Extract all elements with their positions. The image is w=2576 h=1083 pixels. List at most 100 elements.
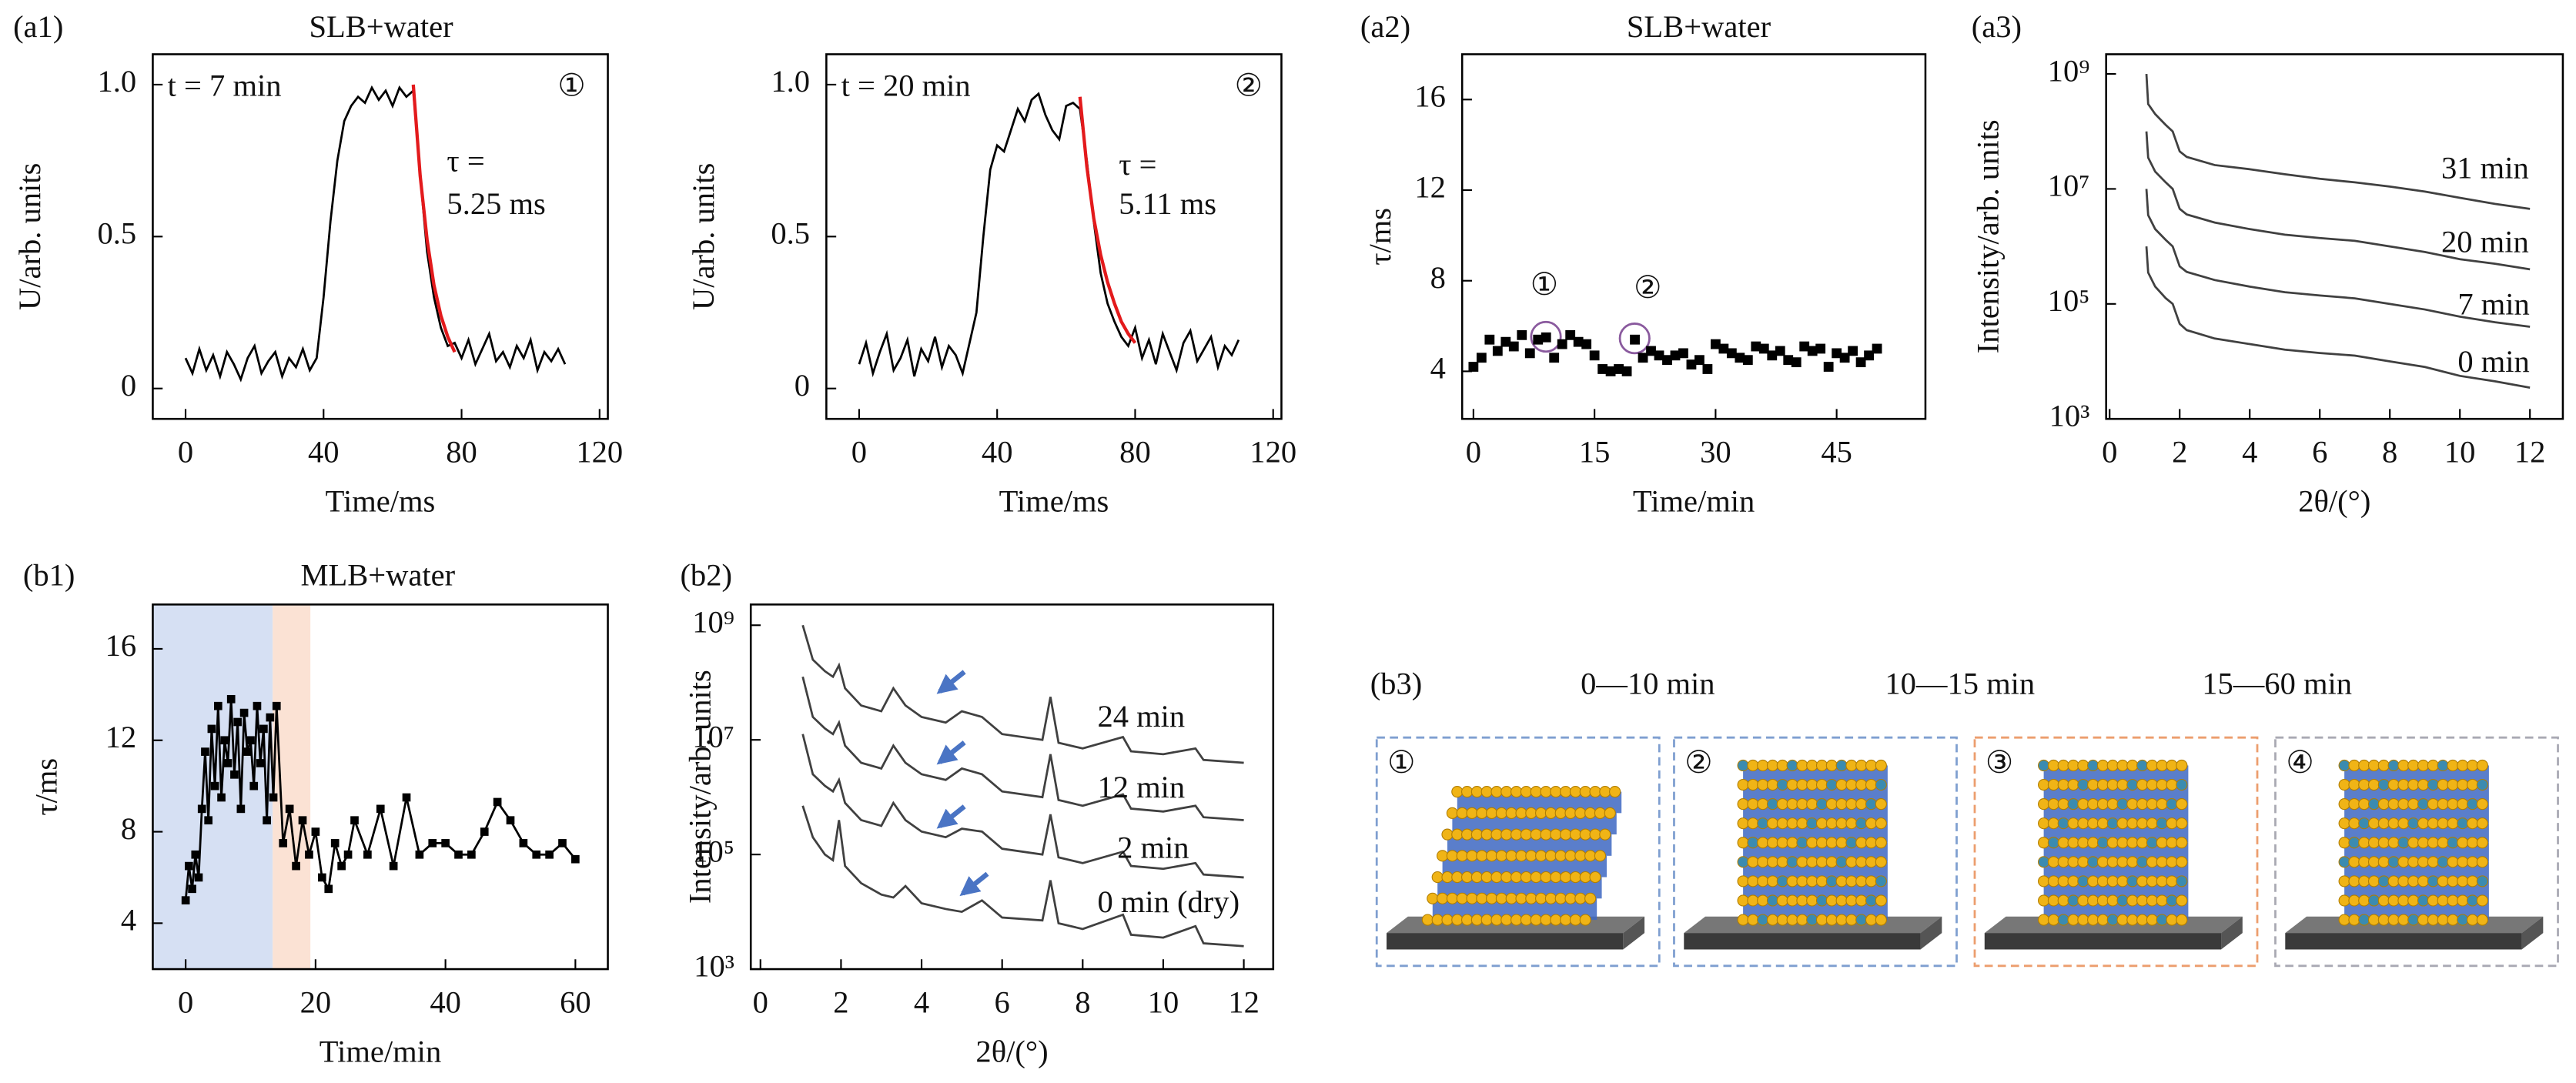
- headgroup: [2417, 778, 2430, 791]
- headgroup: [2126, 875, 2139, 887]
- point: [1508, 341, 1519, 352]
- highlight-circle: [1618, 323, 1651, 355]
- headgroup: [2166, 817, 2178, 830]
- headgroup: [2156, 894, 2168, 907]
- annotation: 5.11 ms: [1119, 186, 1216, 221]
- headgroup: [2407, 778, 2420, 791]
- headgroup: [1431, 914, 1444, 926]
- headgroup: [2067, 875, 2079, 887]
- x-tick-label: 12: [2514, 434, 2546, 469]
- headgroup: [2427, 856, 2439, 868]
- x-tick-label: 4: [914, 984, 929, 1019]
- headgroup: [2427, 837, 2439, 849]
- headgroup: [2047, 778, 2059, 791]
- headgroup: [2338, 894, 2350, 907]
- headgroup: [2367, 798, 2380, 811]
- headgroup: [2096, 894, 2109, 907]
- headgroup: [2466, 875, 2479, 887]
- headgroup: [2377, 759, 2390, 772]
- headgroup: [2057, 914, 2069, 926]
- headgroup: [1806, 875, 1818, 887]
- headgroup: [2166, 875, 2178, 887]
- headgroup: [1786, 894, 1798, 907]
- headgroup: [1550, 828, 1562, 841]
- headgroup: [2447, 778, 2459, 791]
- headgroup: [1815, 914, 1828, 926]
- substrate-side: [1984, 933, 2222, 950]
- x-tick-label: 8: [1075, 984, 1090, 1019]
- headgroup: [1806, 778, 1818, 791]
- headgroup: [1865, 914, 1878, 926]
- headgroup: [1569, 871, 1582, 884]
- headgroup: [2417, 817, 2430, 830]
- headgroup: [2176, 759, 2188, 772]
- headgroup: [1815, 798, 1828, 811]
- stage: ①: [1375, 736, 1661, 968]
- point: [1775, 346, 1785, 356]
- arrow: [936, 670, 966, 694]
- point: [1581, 339, 1592, 349]
- headgroup: [2427, 894, 2439, 907]
- point: [1605, 366, 1616, 376]
- marker: [239, 708, 249, 717]
- marker: [259, 724, 268, 734]
- headgroup: [1796, 875, 1808, 887]
- point: [1726, 348, 1737, 359]
- headgroup: [2106, 894, 2119, 907]
- marker: [337, 861, 346, 871]
- headgroup: [1825, 914, 1838, 926]
- x-tick-label: 40: [982, 434, 1013, 469]
- headgroup: [2047, 817, 2059, 830]
- headgroup: [2067, 837, 2079, 849]
- headgroup: [1540, 914, 1552, 926]
- headgroup: [1796, 837, 1808, 849]
- headgroup: [2358, 856, 2370, 868]
- headgroup: [1747, 894, 1759, 907]
- headgroup: [1786, 798, 1798, 811]
- headgroup: [1466, 850, 1478, 862]
- headgroup: [2466, 798, 2479, 811]
- headgroup: [1579, 914, 1591, 926]
- marker: [223, 759, 233, 767]
- headgroup: [2156, 817, 2168, 830]
- headgroup: [1875, 875, 1887, 887]
- headgroup: [1737, 798, 1749, 811]
- headgroup: [2397, 894, 2410, 907]
- headgroup: [2457, 837, 2469, 849]
- headgroup: [2358, 817, 2370, 830]
- headgroup: [1815, 778, 1828, 791]
- headgroup: [2427, 778, 2439, 791]
- marker: [188, 884, 196, 894]
- headgroup: [1451, 914, 1464, 926]
- marker: [194, 873, 203, 882]
- headgroup: [1845, 894, 1858, 907]
- headgroup: [2457, 778, 2469, 791]
- headgroup: [1776, 798, 1788, 811]
- headgroup: [2116, 894, 2129, 907]
- stage: ③: [1973, 736, 2259, 968]
- point: [1783, 355, 1794, 366]
- headgroup: [1466, 892, 1478, 904]
- headgroup: [1786, 778, 1798, 791]
- headgroup: [2126, 894, 2139, 907]
- marker: [324, 884, 333, 894]
- marker: [506, 816, 515, 825]
- headgroup: [2126, 778, 2139, 791]
- headgroup: [1815, 894, 1828, 907]
- headgroup: [1490, 871, 1503, 884]
- headgroup: [1584, 807, 1597, 819]
- headgroup: [2166, 894, 2178, 907]
- headgroup: [2116, 817, 2129, 830]
- headgroup: [2038, 894, 2050, 907]
- headgroup: [1825, 817, 1838, 830]
- headgroup: [1544, 850, 1557, 862]
- headgroup: [2358, 837, 2370, 849]
- headgroup: [2096, 798, 2109, 811]
- x-tick-label: 10: [2444, 434, 2476, 469]
- marker: [428, 839, 437, 847]
- plot-frame: [2105, 53, 2564, 420]
- x-tick-label: 80: [446, 434, 477, 469]
- headgroup: [2377, 837, 2390, 849]
- headgroup: [2096, 817, 2109, 830]
- headgroup: [2067, 894, 2079, 907]
